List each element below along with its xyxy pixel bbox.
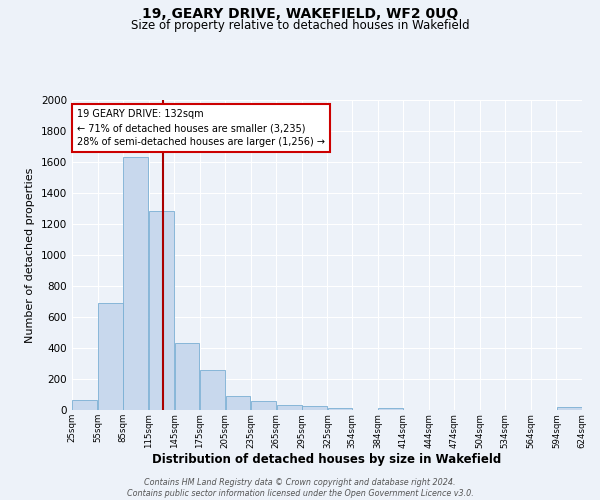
Text: Distribution of detached houses by size in Wakefield: Distribution of detached houses by size …	[152, 452, 502, 466]
Bar	[124, 156, 148, 410]
Bar	[302, 406, 327, 410]
Bar	[251, 402, 276, 410]
Bar	[557, 407, 581, 410]
Text: Contains HM Land Registry data © Crown copyright and database right 2024.
Contai: Contains HM Land Registry data © Crown c…	[127, 478, 473, 498]
Text: Size of property relative to detached houses in Wakefield: Size of property relative to detached ho…	[131, 19, 469, 32]
Bar	[200, 370, 225, 410]
Bar	[149, 211, 174, 410]
Y-axis label: Number of detached properties: Number of detached properties	[25, 168, 35, 342]
Bar	[98, 303, 123, 410]
Bar	[277, 406, 302, 410]
Text: 19, GEARY DRIVE, WAKEFIELD, WF2 0UQ: 19, GEARY DRIVE, WAKEFIELD, WF2 0UQ	[142, 8, 458, 22]
Bar	[175, 342, 199, 410]
Bar	[226, 396, 250, 410]
Bar	[378, 408, 403, 410]
Bar	[73, 400, 97, 410]
Text: 19 GEARY DRIVE: 132sqm
← 71% of detached houses are smaller (3,235)
28% of semi-: 19 GEARY DRIVE: 132sqm ← 71% of detached…	[77, 110, 325, 148]
Bar	[328, 408, 352, 410]
